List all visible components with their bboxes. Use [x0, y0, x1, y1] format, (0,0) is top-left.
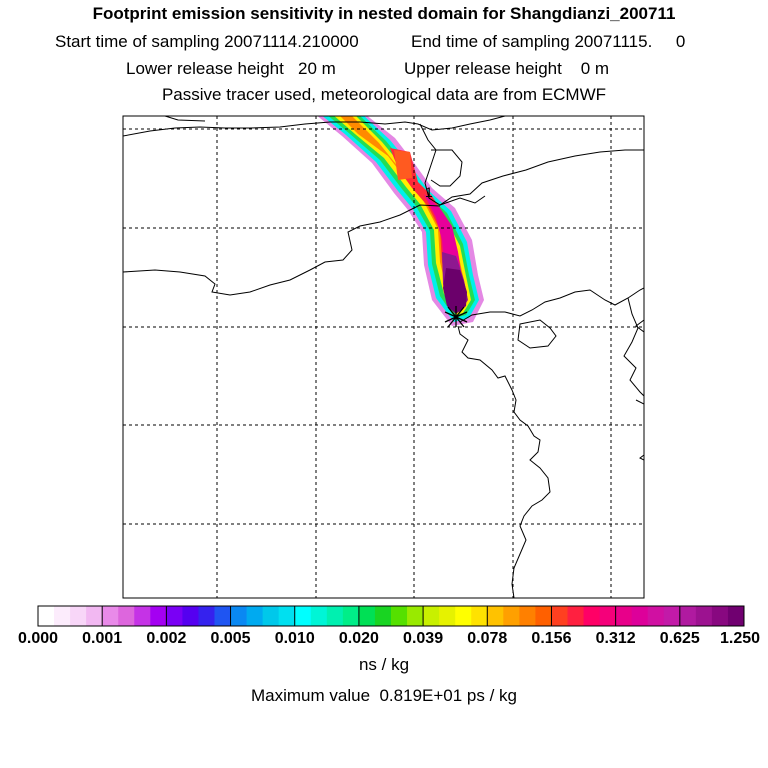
colorbar-swatch	[294, 606, 312, 626]
colorbar-swatch	[230, 606, 248, 626]
graticule	[123, 116, 644, 598]
colorbar-tick-label: 0.020	[338, 630, 379, 647]
plume-patch	[394, 150, 412, 180]
colorbar-swatch	[647, 606, 665, 626]
colorbar-tick-label: 0.078	[467, 630, 508, 647]
colorbar-swatch	[471, 606, 488, 626]
colorbar-swatch	[214, 606, 232, 626]
plot-title: Footprint emission sensitivity in nested…	[92, 4, 676, 23]
colorbar-swatch	[262, 606, 280, 626]
colorbar-ticks	[37, 606, 745, 626]
colorbar-tick-label: 0.156	[531, 630, 572, 647]
colorbar	[37, 605, 745, 627]
colorbar-tick-label: 0.010	[274, 630, 315, 647]
colorbar-swatch	[86, 606, 103, 626]
colorbar-swatch	[615, 606, 633, 626]
plume-band-highest	[443, 268, 467, 314]
colorbar-swatch	[711, 606, 729, 626]
colorbar-swatch	[551, 606, 568, 626]
plume-layer	[317, 116, 484, 326]
colorbar-swatch	[326, 606, 344, 626]
colorbar-swatch	[679, 606, 697, 626]
colorbar-tick-label: 0.039	[403, 630, 444, 647]
colorbar-swatch	[439, 606, 456, 626]
colorbar-swatch	[70, 606, 87, 626]
colorbar-tick-label: 0.625	[659, 630, 700, 647]
colorbar-swatch	[663, 606, 681, 626]
contour-label: 1	[425, 184, 433, 200]
colorbar-swatch	[198, 606, 215, 626]
colorbar-swatch	[487, 606, 504, 626]
end-time-label: End time of sampling 20071115. 0	[411, 32, 686, 51]
colorbar-swatch	[102, 606, 119, 626]
colorbar-swatch	[278, 606, 296, 626]
colorbar-tick-label: 0.000	[17, 630, 59, 647]
colorbar-swatch	[519, 606, 536, 626]
colorbar-swatch	[54, 606, 71, 626]
colorbar-swatch	[342, 606, 360, 626]
colorbar-tick-label: 0.002	[146, 630, 187, 647]
colorbar-swatch	[695, 606, 713, 626]
colorbar-swatch	[134, 606, 151, 626]
colorbar-swatch	[567, 606, 585, 626]
colorbar-swatch	[631, 606, 649, 626]
colorbar-tick-label: 1.250	[719, 630, 761, 647]
plume-band-yellow	[334, 116, 471, 315]
colorbar-swatch	[310, 606, 328, 626]
colorbar-swatch	[182, 606, 199, 626]
start-time-label: Start time of sampling 20071114.210000	[55, 32, 359, 51]
colorbar-swatch	[118, 606, 135, 626]
coastlines	[123, 116, 644, 598]
colorbar-swatch	[391, 606, 408, 626]
tracer-note: Passive tracer used, meteorological data…	[161, 85, 607, 104]
colorbar-swatch	[423, 606, 440, 626]
receptor-star-icon	[444, 306, 468, 328]
colorbar-swatch	[38, 606, 55, 626]
colorbar-tick-label: 0.312	[595, 630, 636, 647]
maximum-value-label: Maximum value 0.819E+01 ps / kg	[251, 686, 517, 705]
colorbar-swatch	[727, 606, 745, 626]
colorbar-swatch	[583, 606, 601, 626]
colorbar-swatch	[503, 606, 520, 626]
map-frame	[122, 115, 645, 599]
colorbar-tick-label: 0.001	[82, 630, 123, 647]
colorbar-swatch	[374, 606, 392, 626]
colorbar-swatch	[455, 606, 472, 626]
lower-release-height-label: Lower release height 20 m	[126, 59, 336, 78]
colorbar-swatch	[358, 606, 376, 626]
colorbar-tick-label: 0.005	[210, 630, 251, 647]
upper-release-height-label: Upper release height 0 m	[404, 59, 610, 78]
colorbar-swatch	[166, 606, 183, 626]
colorbar-swatch	[407, 606, 424, 626]
colorbar-swatch	[535, 606, 552, 626]
colorbar-swatch	[150, 606, 167, 626]
colorbar-swatch	[599, 606, 617, 626]
colorbar-swatch	[246, 606, 264, 626]
colorbar-units: ns / kg	[358, 655, 410, 674]
